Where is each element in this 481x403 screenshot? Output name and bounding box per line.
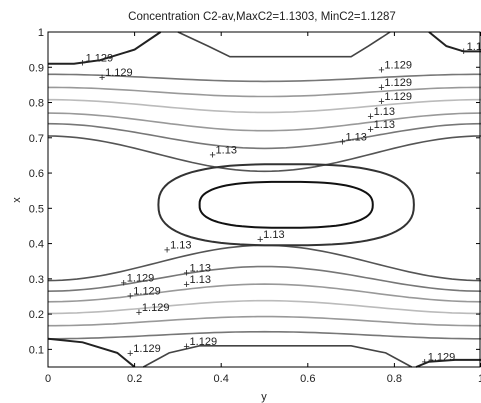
y-tick-label: 0.5 xyxy=(29,203,44,215)
contour-label-marker: + xyxy=(121,277,127,289)
contour-label-marker: + xyxy=(367,111,373,123)
contour-label: 1.129 xyxy=(428,351,456,363)
contour-label: 1.129 xyxy=(384,77,412,89)
contour-label-marker: + xyxy=(183,341,189,353)
contour-label-marker: + xyxy=(99,72,105,84)
contour-label-marker: + xyxy=(136,307,142,319)
y-tick-label: 0.2 xyxy=(29,309,44,321)
contour-label: 1.13 xyxy=(190,262,211,274)
contour-label-marker: + xyxy=(421,356,427,368)
contour-line xyxy=(47,112,481,132)
contour-label: 1.13 xyxy=(374,119,395,131)
contour-label: 1.129 xyxy=(86,53,114,65)
contour-label: 1.129 xyxy=(133,285,161,297)
contour-line xyxy=(47,265,481,292)
contour-line xyxy=(47,283,481,303)
contour-line xyxy=(48,315,481,327)
contour-label: 1.13 xyxy=(263,229,284,241)
x-tick-label: 0.4 xyxy=(214,373,229,385)
contour-line xyxy=(48,98,481,114)
x-tick-label: 0.2 xyxy=(127,373,142,385)
contour-label-marker: + xyxy=(339,136,345,148)
y-tick-label: 0.4 xyxy=(29,239,44,251)
contour-label: 1.13 xyxy=(374,106,395,118)
contour-line-corner xyxy=(177,31,391,58)
y-tick-label: 0.9 xyxy=(29,62,44,74)
contour-label: 1.129 xyxy=(105,67,133,79)
contour-label-marker: + xyxy=(460,46,466,58)
contour-line-corner xyxy=(415,358,481,368)
x-axis-label: y xyxy=(261,391,267,403)
chart-title: Concentration C2-av,MaxC2=1.1303, MinC2=… xyxy=(128,11,396,23)
contour-label: 1.13 xyxy=(345,131,366,143)
contour-label-marker: + xyxy=(79,58,85,70)
y-tick-label: 1 xyxy=(38,27,44,39)
contour-label: 1.129 xyxy=(142,302,170,314)
y-tick-label: 0.1 xyxy=(29,344,44,356)
contour-line xyxy=(47,122,481,150)
contour-label: 1.129 xyxy=(190,336,218,348)
contour-label: 1.13 xyxy=(190,274,211,286)
plot-frame xyxy=(47,31,481,368)
contour-line-corner xyxy=(428,31,481,53)
x-tick-label: 0.6 xyxy=(300,373,315,385)
y-axis-label: x xyxy=(11,197,23,203)
contour-line-closed xyxy=(198,180,374,229)
contour-label: 1.129 xyxy=(133,343,161,355)
x-tick-label: 0.8 xyxy=(387,373,402,385)
contour-line xyxy=(48,330,481,340)
contour-label-marker: + xyxy=(378,96,384,108)
contour-label-marker: + xyxy=(164,245,170,257)
contour-label-marker: + xyxy=(209,149,215,161)
contour-label-marker: + xyxy=(378,65,384,77)
contour-label: 1.129 xyxy=(384,91,412,103)
contour-label-marker: + xyxy=(378,82,384,94)
contour-label: 1.129 xyxy=(127,272,155,284)
y-tick-label: 0.3 xyxy=(29,274,44,286)
contour-line xyxy=(48,86,481,98)
contour-labels: +1.129+1.129+1.129+1.129+1.129+1.129+1.1… xyxy=(79,41,481,368)
y-tick-label: 0.6 xyxy=(29,168,44,180)
contour-label-marker: + xyxy=(127,348,133,360)
y-axis-ticks: 0.1 0.2 0.3 0.4 0.5 0.6 0.7 0.8 0.9 1 xyxy=(29,27,480,356)
contour-line-closed xyxy=(157,163,415,247)
contour-line-corner xyxy=(48,31,162,65)
contour-line xyxy=(48,73,481,83)
contour-label-marker: + xyxy=(127,290,133,302)
contour-label-marker: + xyxy=(183,267,189,279)
contour-line xyxy=(47,244,481,282)
contour-line xyxy=(48,299,481,315)
y-tick-label: 0.7 xyxy=(29,133,44,145)
contour-label-marker: + xyxy=(183,279,189,291)
x-axis-ticks: 0 0.2 0.4 0.6 0.8 1 xyxy=(45,32,481,385)
contour-line-corner xyxy=(47,337,136,368)
contour-line xyxy=(47,135,481,173)
contour-lines xyxy=(47,31,481,368)
x-tick-label: 1 xyxy=(478,373,481,385)
contour-label: 1.129 xyxy=(384,60,412,72)
y-tick-label: 0.8 xyxy=(29,98,44,110)
contour-label-marker: + xyxy=(367,124,373,136)
contour-label: 1.129 xyxy=(467,41,481,53)
contour-label: 1.13 xyxy=(216,144,237,156)
x-tick-label: 0 xyxy=(45,373,51,385)
contour-label: 1.13 xyxy=(170,240,191,252)
contour-line-corner xyxy=(142,345,413,368)
contour-label-marker: + xyxy=(257,234,263,246)
